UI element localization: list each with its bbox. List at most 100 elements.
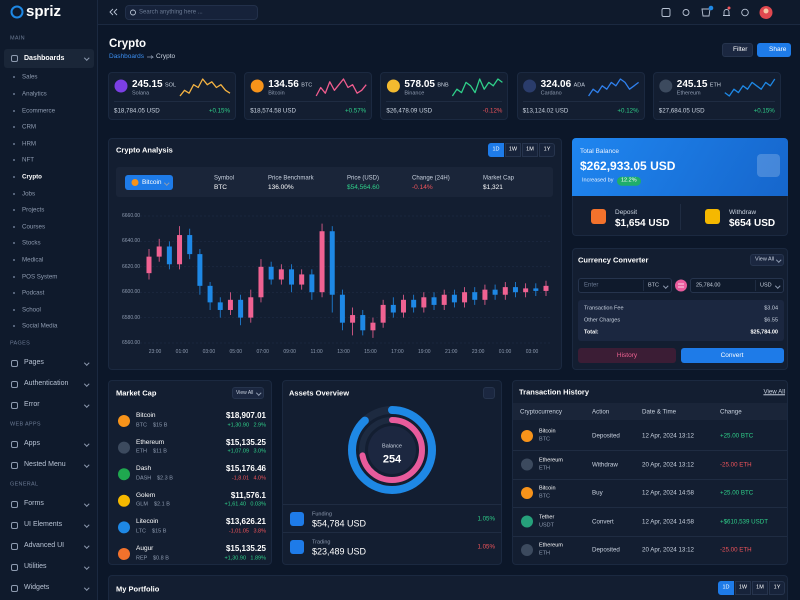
translate-icon[interactable] [661, 8, 671, 17]
history-label[interactable]: History [616, 351, 638, 359]
convert-button[interactable] [681, 348, 784, 363]
history-button[interactable] [578, 348, 676, 363]
sparkline [724, 78, 776, 97]
range-tab[interactable] [735, 581, 751, 595]
date: 12 Apr, 2024 14:58 [642, 489, 694, 497]
y-tick-label: 6560.00 [122, 340, 141, 346]
nav-bullet [13, 209, 15, 212]
range-tab[interactable] [505, 143, 521, 157]
breadcrumb-link[interactable]: Dashboards [109, 53, 145, 61]
swap-button[interactable] [675, 279, 687, 292]
nav-sub-label[interactable]: Analytics [22, 90, 47, 98]
asset-label: Trading [312, 539, 331, 546]
nav-sub-label[interactable]: Medical [22, 256, 44, 264]
nav-sub-label[interactable]: Ecommerce [22, 106, 56, 114]
range-tab[interactable] [488, 143, 504, 157]
range-tab-label[interactable]: 1M [756, 584, 764, 591]
nav-sub-label[interactable]: Courses [22, 222, 46, 230]
range-tab-label[interactable]: 1D [492, 146, 500, 153]
range-tab-label[interactable]: 1W [508, 146, 518, 153]
range-tab[interactable] [539, 143, 555, 157]
nav-sub-label[interactable]: Jobs [22, 189, 36, 197]
market-cap-title: Market Cap [116, 388, 157, 398]
summary-box [578, 300, 784, 341]
stat-label: Price (USD) [347, 174, 380, 181]
theme-icon[interactable] [682, 9, 690, 16]
collapse-icon[interactable] [109, 8, 118, 16]
nav-sub-label[interactable]: Podcast [22, 289, 45, 297]
nav-sub-label[interactable]: Stocks [22, 239, 41, 247]
view-all-label[interactable]: View All [755, 256, 775, 263]
coin-symbol: REP [136, 555, 148, 562]
to-currency: USD [760, 282, 772, 289]
nav-label[interactable]: UI Elements [24, 520, 63, 528]
coin-icon [521, 430, 533, 442]
view-all-link[interactable]: View All [763, 388, 785, 396]
search-box[interactable] [125, 5, 258, 20]
coin-select[interactable] [125, 175, 173, 190]
coin-card [244, 72, 373, 120]
nav-label[interactable]: Error [24, 400, 40, 408]
filter-label[interactable]: Filter [733, 46, 748, 54]
nav-sub-label[interactable]: POS System [22, 272, 58, 280]
view-all-label[interactable]: View All [236, 390, 254, 396]
menu-button[interactable] [483, 387, 495, 399]
nav-label[interactable]: Authentication [24, 379, 69, 387]
range-tab[interactable] [769, 581, 785, 595]
to-input[interactable] [690, 278, 784, 293]
nav-label[interactable]: Utilities [24, 562, 47, 570]
coin-cap: $15 B [153, 422, 168, 429]
convert-label[interactable]: Convert [720, 351, 744, 359]
candle-body [207, 285, 213, 303]
nav-sub-label[interactable]: Sales [22, 73, 38, 81]
assets-title: Assets Overview [289, 388, 350, 398]
coin-name: Bitcoin [539, 485, 556, 492]
search-placeholder[interactable]: Search anything here ... [139, 8, 203, 15]
range-tab-label[interactable]: 1D [722, 584, 730, 591]
nav-label[interactable]: Forms [24, 499, 44, 507]
range-tab-label[interactable]: 1Y [773, 584, 781, 591]
range-tab-label[interactable]: 1M [526, 146, 534, 153]
nav-sub-label[interactable]: NFT [22, 156, 35, 164]
filter-button[interactable] [722, 43, 753, 57]
nav-sub-label[interactable]: School [22, 305, 41, 313]
coin-name: Ethereum [539, 457, 563, 464]
x-tick-label: 01:00 [175, 349, 189, 355]
nav-sub-label[interactable]: Projects [22, 206, 45, 214]
withdraw-icon [705, 209, 720, 224]
bell-icon[interactable] [723, 9, 730, 16]
divider [680, 204, 681, 230]
range-tab[interactable] [718, 581, 734, 595]
coin-change: +0.12% [617, 107, 639, 115]
coin-icon [250, 79, 264, 93]
nav-label[interactable]: Pages [24, 358, 44, 366]
nav-sub-label[interactable]: Social Media [22, 322, 58, 330]
coin-icon [386, 79, 400, 93]
settings-icon[interactable] [741, 8, 749, 17]
increase-label: Increased by [582, 177, 614, 184]
nav-sub-label[interactable]: HRM [22, 139, 37, 147]
nav-label[interactable]: Dashboards [24, 54, 65, 62]
change: +$610,539 USDT [720, 517, 768, 525]
cart-icon[interactable] [701, 8, 711, 17]
range-tab-label[interactable]: 1Y [543, 146, 551, 153]
share-button[interactable] [757, 43, 791, 57]
ring [359, 417, 425, 483]
coin-symbol: ETH [539, 550, 550, 557]
range-tab-label[interactable]: 1W [738, 584, 748, 591]
nav-sub-label[interactable]: Crypto [22, 173, 42, 181]
nav-label[interactable]: Widgets [24, 583, 50, 591]
nav-bullet [13, 76, 15, 79]
range-tab[interactable] [522, 143, 538, 157]
view-all-button[interactable] [232, 387, 264, 399]
share-label[interactable]: Share [769, 46, 787, 54]
range-tab[interactable] [752, 581, 768, 595]
nav-label[interactable]: Nested Menu [24, 460, 66, 468]
nav-label[interactable]: Apps [24, 439, 40, 447]
page-title: Crypto [109, 38, 147, 51]
view-all-button[interactable] [750, 254, 784, 266]
from-input[interactable] [578, 278, 672, 293]
coin-select-label[interactable]: Bitcoin [142, 178, 162, 186]
nav-label[interactable]: Advanced UI [24, 541, 65, 549]
nav-sub-label[interactable]: CRM [22, 123, 37, 131]
